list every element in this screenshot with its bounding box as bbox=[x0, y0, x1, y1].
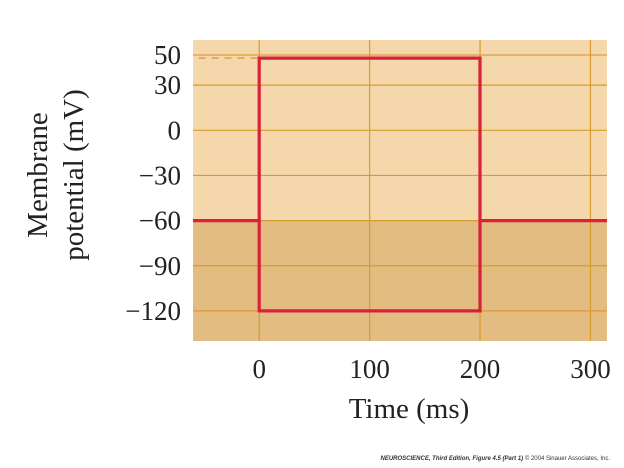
y-tick-label: −30 bbox=[139, 160, 181, 190]
series-line-1 bbox=[193, 219, 607, 313]
credit-book: NEUROSCIENCE, Third Edition, bbox=[380, 456, 471, 462]
x-tick-label: 100 bbox=[349, 354, 390, 384]
credit-figure: Figure 4.5 (Part 1) bbox=[472, 456, 524, 462]
y-tick-label: −120 bbox=[125, 296, 181, 326]
y-tick-label: −90 bbox=[139, 251, 181, 281]
figure-credit: NEUROSCIENCE, Third Edition, Figure 4.5 … bbox=[380, 456, 610, 462]
plot-background-lower bbox=[193, 220, 607, 341]
x-tick-label: 300 bbox=[570, 354, 611, 384]
y-tick-label: 30 bbox=[154, 70, 181, 100]
y-axis-title-line-1: Membrane bbox=[22, 112, 54, 238]
y-tick-label: 0 bbox=[168, 115, 182, 145]
y-axis-title: Membrane potential (mV) bbox=[22, 89, 90, 261]
y-tick-label: −60 bbox=[139, 206, 181, 236]
credit-copyright: © 2004 Sinauer Associates, Inc. bbox=[524, 456, 610, 462]
y-axis-title-line-2: potential (mV) bbox=[58, 89, 90, 261]
x-tick-label: 0 bbox=[252, 354, 266, 384]
x-axis-title: Time (ms) bbox=[349, 393, 470, 425]
series-line-2 bbox=[257, 56, 482, 221]
y-tick-label: 50 bbox=[154, 40, 181, 70]
x-tick-label: 200 bbox=[460, 354, 501, 384]
